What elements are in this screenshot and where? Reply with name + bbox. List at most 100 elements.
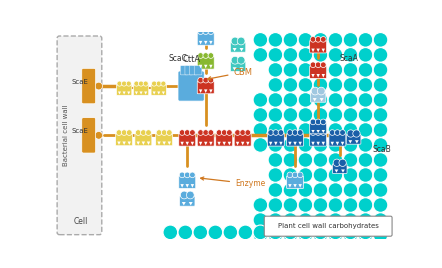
Circle shape [315, 62, 321, 68]
Circle shape [358, 225, 373, 240]
Polygon shape [141, 142, 145, 145]
Circle shape [298, 168, 313, 182]
FancyBboxPatch shape [194, 66, 202, 75]
Circle shape [253, 123, 268, 137]
Circle shape [283, 93, 298, 107]
Circle shape [283, 32, 298, 47]
Circle shape [343, 138, 358, 152]
Circle shape [143, 81, 148, 86]
Circle shape [298, 138, 313, 152]
Circle shape [313, 153, 328, 167]
Circle shape [328, 108, 343, 122]
Polygon shape [180, 142, 184, 145]
Circle shape [245, 130, 251, 135]
Circle shape [253, 138, 268, 152]
Polygon shape [204, 41, 207, 44]
Circle shape [283, 153, 298, 167]
Circle shape [340, 130, 345, 135]
FancyBboxPatch shape [57, 36, 102, 235]
FancyBboxPatch shape [82, 118, 95, 153]
Circle shape [328, 198, 343, 212]
Circle shape [373, 138, 388, 152]
Circle shape [231, 56, 239, 64]
Polygon shape [240, 67, 244, 71]
Circle shape [141, 130, 146, 135]
Polygon shape [316, 130, 320, 133]
Circle shape [317, 87, 325, 95]
FancyBboxPatch shape [180, 66, 188, 75]
FancyBboxPatch shape [178, 71, 204, 101]
Circle shape [95, 82, 103, 90]
FancyBboxPatch shape [286, 176, 304, 188]
Circle shape [184, 130, 190, 135]
Circle shape [373, 108, 388, 122]
FancyBboxPatch shape [234, 133, 251, 146]
Circle shape [298, 47, 313, 62]
Circle shape [126, 130, 132, 135]
Circle shape [373, 93, 388, 107]
Circle shape [253, 228, 268, 242]
Circle shape [343, 213, 358, 227]
Circle shape [358, 228, 373, 242]
Circle shape [268, 108, 283, 122]
Text: Plant cell wall carbohydrates: Plant cell wall carbohydrates [278, 223, 379, 229]
Polygon shape [236, 142, 239, 145]
Circle shape [231, 37, 239, 45]
Circle shape [298, 198, 313, 212]
Circle shape [313, 228, 328, 242]
FancyBboxPatch shape [346, 135, 361, 144]
FancyBboxPatch shape [310, 92, 326, 102]
Polygon shape [293, 184, 297, 188]
Polygon shape [191, 184, 194, 188]
Polygon shape [199, 65, 202, 68]
Circle shape [298, 228, 313, 242]
Text: Bacterial cell wall: Bacterial cell wall [63, 105, 69, 166]
Polygon shape [348, 140, 352, 143]
Polygon shape [122, 142, 126, 145]
Circle shape [190, 172, 195, 178]
Circle shape [253, 93, 268, 107]
Text: ScaE: ScaE [71, 128, 88, 135]
Polygon shape [240, 48, 244, 51]
Circle shape [116, 130, 122, 135]
Circle shape [298, 108, 313, 122]
Polygon shape [311, 49, 315, 52]
Polygon shape [199, 41, 202, 44]
Circle shape [122, 81, 127, 86]
Circle shape [373, 153, 388, 167]
Circle shape [320, 36, 326, 42]
Circle shape [268, 78, 283, 92]
Circle shape [328, 225, 343, 240]
Circle shape [328, 62, 343, 77]
Polygon shape [298, 142, 302, 145]
Circle shape [358, 153, 373, 167]
Circle shape [313, 78, 328, 92]
Circle shape [339, 159, 346, 166]
Circle shape [358, 62, 373, 77]
Circle shape [343, 225, 358, 240]
Circle shape [353, 130, 360, 137]
Polygon shape [232, 67, 236, 71]
Polygon shape [186, 184, 189, 188]
Circle shape [253, 32, 268, 47]
Circle shape [358, 47, 373, 62]
Circle shape [287, 130, 293, 135]
Circle shape [283, 108, 298, 122]
Circle shape [343, 228, 358, 242]
Polygon shape [140, 91, 143, 95]
Circle shape [193, 225, 208, 240]
Circle shape [253, 213, 268, 227]
Polygon shape [316, 142, 320, 145]
Polygon shape [163, 142, 166, 145]
Circle shape [373, 228, 388, 242]
Polygon shape [128, 142, 131, 145]
Circle shape [373, 168, 388, 182]
FancyBboxPatch shape [310, 133, 327, 146]
Polygon shape [232, 48, 236, 51]
Circle shape [358, 138, 373, 152]
FancyBboxPatch shape [135, 134, 152, 146]
Circle shape [313, 108, 328, 122]
Circle shape [373, 78, 388, 92]
Circle shape [208, 130, 213, 135]
Circle shape [358, 108, 373, 122]
